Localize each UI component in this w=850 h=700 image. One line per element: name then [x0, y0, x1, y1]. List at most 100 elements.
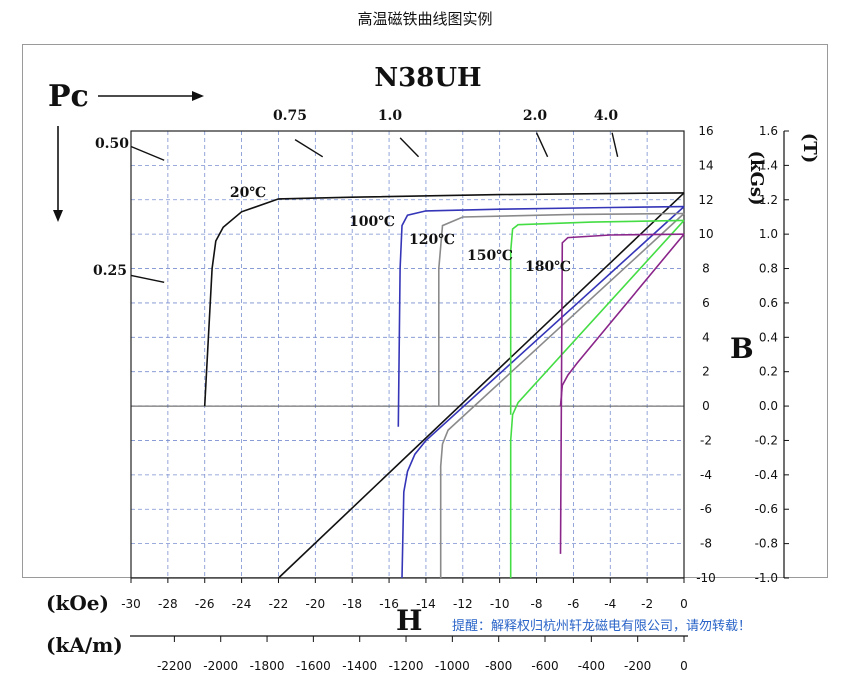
y-tick-label-t: -0.2 [755, 433, 778, 447]
demag-curve [438, 212, 685, 407]
series-label: 150℃ [467, 248, 513, 264]
y-tick-label-t: 0.0 [759, 399, 778, 413]
x-tick-label-koe: -10 [490, 597, 510, 611]
x-tick-label-koe: -28 [158, 597, 178, 611]
y-tick-label-t: 0.6 [759, 296, 778, 310]
series-label: 120℃ [409, 232, 455, 248]
y-tick-label-kgs: -4 [700, 468, 712, 482]
pc-line [399, 137, 420, 158]
labels: 20℃ 100℃ 120℃ 150℃ 180℃ [230, 185, 571, 275]
x-tick-label-kam: -1200 [389, 659, 424, 673]
pc-label: Pc [48, 79, 89, 114]
y-tick-label-t: 1.6 [759, 124, 778, 138]
pc-line [130, 274, 165, 283]
x-label-kam: (kA/m) [46, 633, 123, 657]
plot-border [130, 130, 685, 579]
y-tick-label-t: -0.4 [755, 468, 778, 482]
chart-title: N38UH [374, 63, 481, 93]
recoil-line [401, 206, 685, 579]
x-tick-label-koe: -24 [232, 597, 252, 611]
x-tick-label-kam: -1000 [435, 659, 470, 673]
x-tick-label-koe: -22 [269, 597, 289, 611]
y-tick-label-kgs: 10 [698, 227, 713, 241]
y-tick-label-kgs: 14 [698, 158, 713, 172]
x-tick-label-kam: -200 [624, 659, 651, 673]
pc-arrow-right-icon [98, 91, 204, 101]
y-tick-label-t: 0.8 [759, 262, 778, 276]
y-tick-label-t: 1.2 [759, 193, 778, 207]
pc-lines: 0.50 0.75 1.0 2.0 4.0 0.25 [93, 108, 619, 283]
x-tick-label-koe: -30 [121, 597, 141, 611]
demag-curve [559, 233, 685, 554]
x-tick-label-koe: -6 [567, 597, 579, 611]
series-label: 180℃ [525, 259, 571, 275]
x-tick-label-kam: -2000 [203, 659, 238, 673]
y-tick-label-kgs: -8 [700, 537, 712, 551]
y-tick-label-kgs: 8 [702, 262, 710, 276]
copyright-notice: 提醒：解释权归杭州轩龙磁电有限公司，请勿转载！ [452, 619, 752, 634]
x-tick-label-kam: -400 [578, 659, 605, 673]
y-tick-label-t: -0.6 [755, 502, 778, 516]
pc-label-mark: 0.25 [93, 263, 127, 279]
recoil-line [277, 192, 685, 579]
y-tick-label-kgs: 2 [702, 365, 710, 379]
y-tick-label-t: 0.2 [759, 365, 778, 379]
y-tick-label-t: -0.8 [755, 537, 778, 551]
x-tick-label-kam: -1800 [250, 659, 285, 673]
y-tick-label-t: 0.4 [759, 330, 778, 344]
x-tick-label-koe: -4 [604, 597, 616, 611]
y-label-kgs: (kGs) [746, 150, 767, 205]
y-tick-label-kgs: -10 [696, 571, 716, 585]
x-tick-label-koe: -16 [379, 597, 399, 611]
y-tick-label-kgs: 12 [698, 193, 713, 207]
grid [131, 131, 684, 578]
y-tick-label-kgs: -2 [700, 433, 712, 447]
recoil-line [509, 219, 685, 578]
pc-label-mark: 1.0 [378, 108, 403, 124]
x-tick-label-koe: -12 [453, 597, 473, 611]
y-label-t: (T) [799, 133, 820, 163]
y-tick-label-t: 1.4 [759, 158, 778, 172]
x-tick-label-kam: -1400 [342, 659, 377, 673]
y-tick-label-kgs: 16 [698, 124, 713, 138]
x-label-koe: (kOe) [46, 591, 109, 615]
x-tick-label-koe: -20 [306, 597, 326, 611]
y-tick-label-kgs: 4 [702, 330, 710, 344]
x-label-h: H [396, 604, 422, 637]
x-tick-label-kam: -2200 [157, 659, 192, 673]
curves [203, 192, 685, 579]
y-tick-label-kgs: -6 [700, 502, 712, 516]
recoil-line [439, 212, 685, 578]
y-label-b: B [730, 332, 754, 365]
x-tick-label-koe: -18 [342, 597, 362, 611]
y-tick-label-t: 1.0 [759, 227, 778, 241]
demag-curve [203, 192, 685, 407]
x-tick-label-koe: 0 [680, 597, 688, 611]
x-tick-label-kam: -800 [485, 659, 512, 673]
y-tick-label-kgs: 0 [702, 399, 710, 413]
series-label: 100℃ [349, 214, 395, 230]
axes: -30 -28 -26 -24 -22 -20 -18 -16 -14 -12 -10 -8 -6 -4-… [121, 124, 789, 673]
pc-line [611, 132, 619, 157]
pc-arrow-down-icon [53, 126, 63, 222]
y-tick-label-t: -1.0 [755, 571, 778, 585]
x-tick-label-koe: -8 [531, 597, 543, 611]
pc-line [130, 145, 165, 161]
pc-line [535, 132, 549, 158]
pc-label-mark: 2.0 [523, 108, 548, 124]
y-tick-label-kgs: 6 [702, 296, 710, 310]
demag-curve [397, 205, 685, 427]
x-tick-label-koe: -2 [641, 597, 653, 611]
series-label: 20℃ [230, 185, 266, 201]
x-tick-label-kam: -600 [531, 659, 558, 673]
pc-label-mark: 0.50 [95, 136, 129, 152]
pc-label-mark: 4.0 [594, 108, 619, 124]
pc-label-mark: 0.75 [273, 108, 307, 124]
demag-curve [509, 219, 685, 415]
x-tick-label-kam: -1600 [296, 659, 331, 673]
x-tick-label-kam: 0 [680, 659, 688, 673]
recoil-line [559, 233, 685, 407]
x-tick-label-koe: -14 [416, 597, 436, 611]
page-title: 高温磁铁曲线图实例 [357, 10, 493, 28]
